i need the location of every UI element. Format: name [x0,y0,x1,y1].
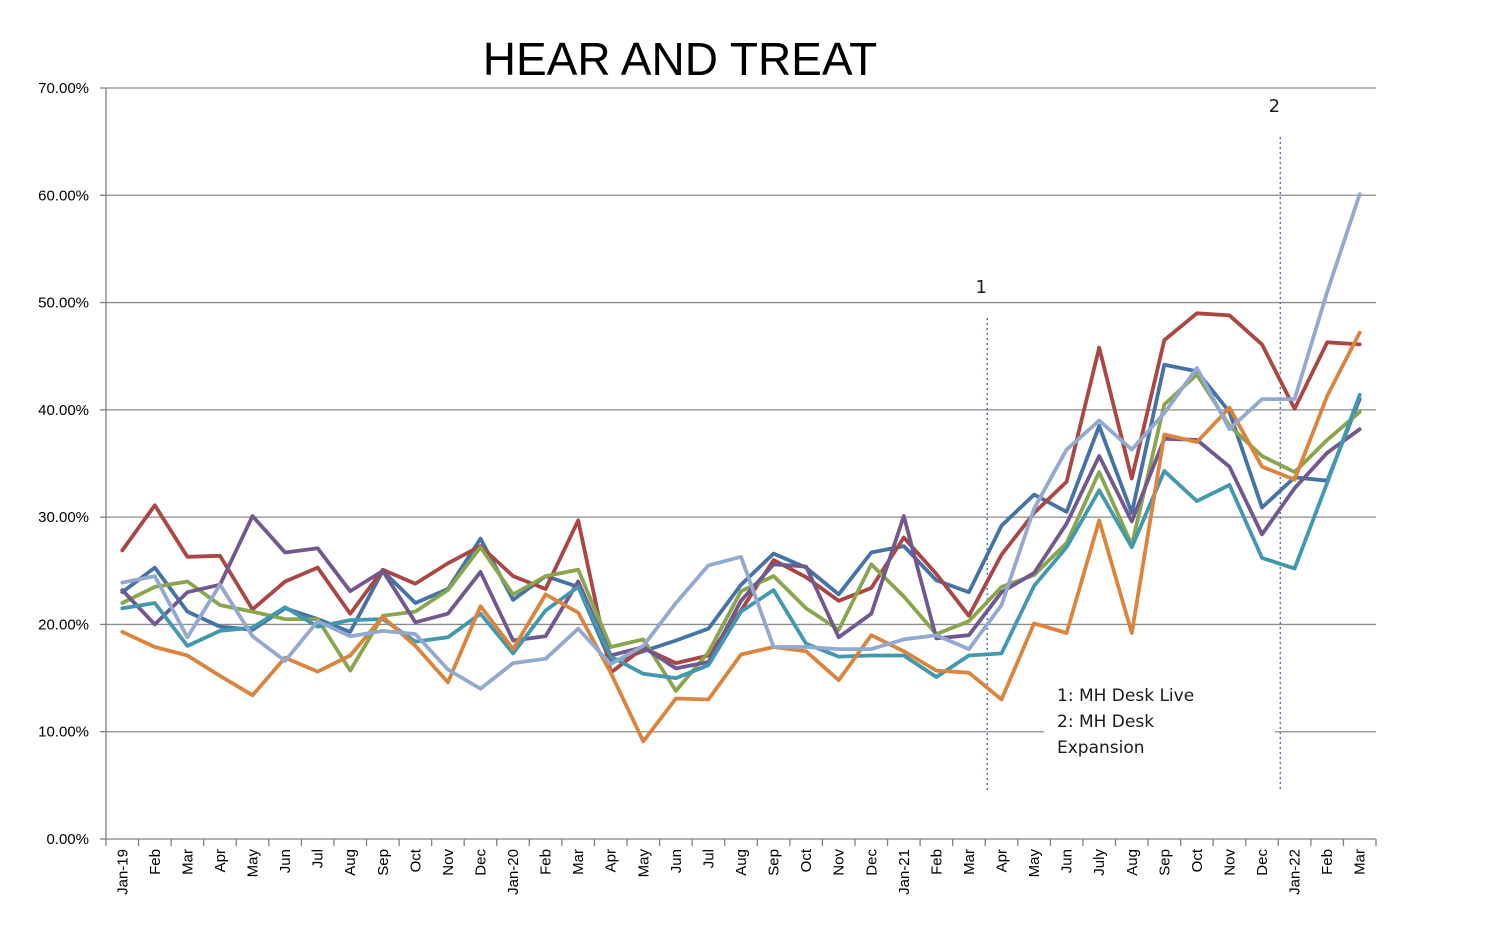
x-tick-label: Feb [928,849,945,875]
x-tick-label: July [1091,849,1108,876]
series-line-7 [120,192,1362,691]
x-tick-label: Mar [961,849,978,875]
x-tick-label: Jun [668,849,685,873]
x-tick-label: Apr [603,849,620,872]
x-tick-label: Mar [570,849,587,875]
annotation-box: 1: MH Desk Live 2: MH Desk Expansion [1044,683,1275,763]
annotation-line-3: Expansion [1057,738,1145,758]
x-tick-label: Jul [310,849,327,868]
data-series [120,192,1362,744]
gridlines [106,87,1376,733]
x-tick-label: Dec [1254,849,1271,876]
x-tick-label: Dec [863,849,880,876]
y-tick-label: 70.00% [38,80,89,97]
x-tick-label: Apr [212,849,229,872]
x-tick-label: May [635,849,652,878]
y-tick-label: 40.00% [38,402,89,419]
x-tick-label: Oct [407,848,424,872]
y-tick-label: 50.00% [38,295,89,312]
x-tick-label: Aug [1124,849,1141,876]
x-tick-label: Aug [342,849,359,876]
x-tick-label: Feb [538,849,555,875]
x-tick-label: Aug [733,849,750,876]
axes [105,88,1376,840]
y-tick-label: 30.00% [38,509,89,526]
x-tick-label: Dec [472,849,489,876]
x-tick-label: Oct [1189,848,1206,872]
x-tick-label: Jun [277,849,294,873]
series-line-4 [120,427,1362,671]
annotation-line-2: 2: MH Desk [1057,712,1155,732]
x-tick-label: Mar [1352,849,1369,875]
x-tick-label: Nov [831,849,848,876]
x-tick-label: Jan-20 [505,849,522,895]
x-tick-label: Oct [798,848,815,872]
x-tick-label: Sep [1156,849,1173,876]
marker-label-2: 2 [1269,96,1280,117]
x-tick-label: Jan-21 [896,849,913,895]
annotation-line-1: 1: MH Desk Live [1057,686,1195,706]
x-axis-ticks: Jan-19 Feb Mar Apr May Jun Jul Aug Sep Oct Nov Dec J… [105,839,1377,895]
x-tick-label: Jan-22 [1287,849,1304,895]
y-tick-label: 10.00% [38,724,89,741]
x-tick-label: Sep [375,849,392,876]
x-tick-label: Feb [1319,849,1336,875]
x-tick-label: Mar [179,849,196,875]
chart-title: HEAR AND TREAT [483,33,877,85]
x-tick-label: Apr [994,849,1011,872]
x-tick-label: Feb [147,849,164,875]
x-tick-label: Jan-19 [114,849,131,895]
x-tick-label: May [1026,849,1043,878]
x-tick-label: Jul [700,849,717,868]
y-tick-label: 20.00% [38,616,89,633]
y-axis-ticks: 0.00% 10.00% 20.00% 30.00% 40.00% 50.00% 60.00… [38,80,106,848]
x-tick-label: Jun [1059,849,1076,873]
marker-label-1: 1 [976,277,987,298]
x-tick-label: May [245,849,262,878]
series-line-6 [120,330,1362,744]
x-tick-label: Sep [766,849,783,876]
y-tick-label: 0.00% [46,831,89,848]
y-tick-label: 60.00% [38,187,89,204]
x-tick-label: Nov [440,849,457,876]
series-line-3 [120,372,1362,693]
x-tick-label: Nov [1221,849,1238,876]
